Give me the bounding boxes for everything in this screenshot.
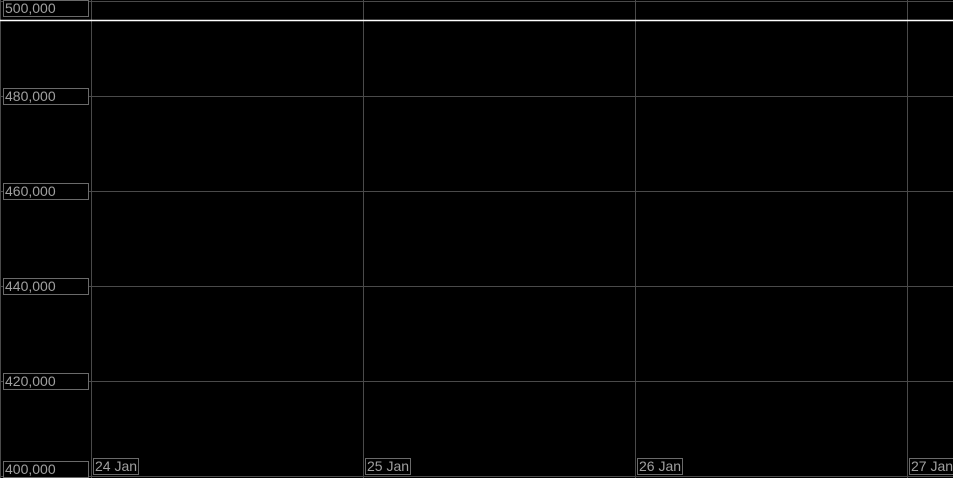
y-tick-label: 460,000	[3, 182, 89, 200]
y-tick-label: 500,000	[3, 0, 89, 17]
y-tick-label: 480,000	[3, 87, 89, 105]
y-tick-label: 400,000	[3, 461, 89, 478]
x-tick-label: 25 Jan	[365, 458, 412, 475]
x-tick-label: 24 Jan	[93, 458, 140, 475]
x-tick-label: 27 Jan	[909, 458, 953, 475]
y-tick-label: 420,000	[3, 372, 89, 390]
y-tick-label: 440,000	[3, 277, 89, 295]
x-tick-label: 26 Jan	[637, 458, 684, 475]
